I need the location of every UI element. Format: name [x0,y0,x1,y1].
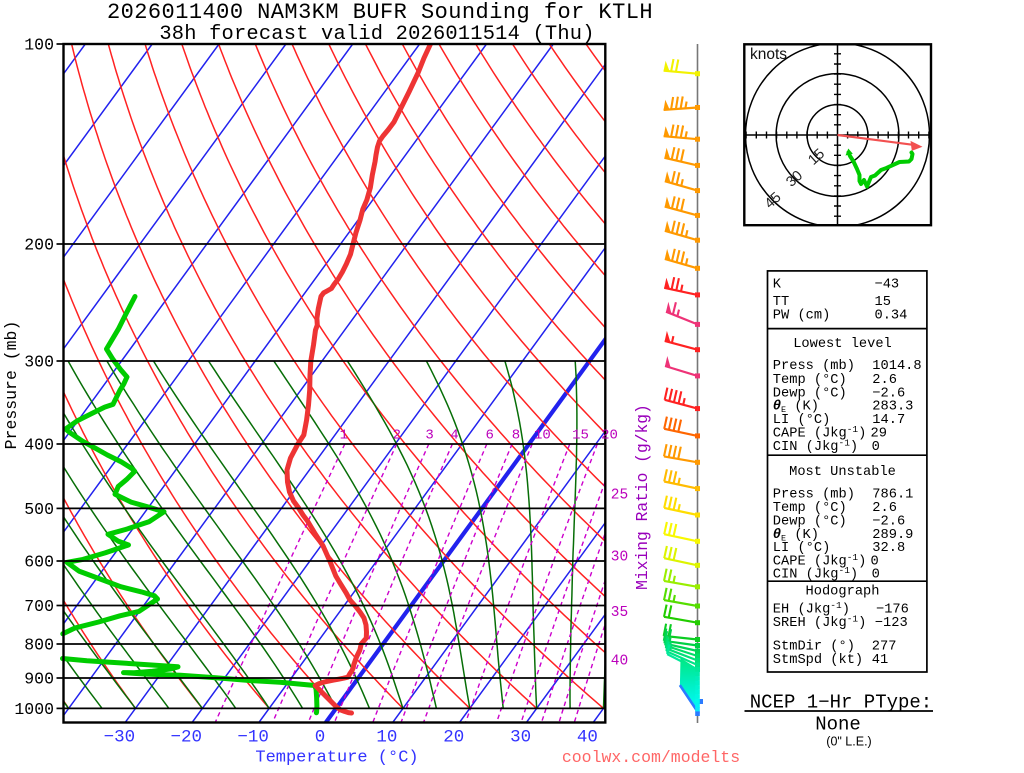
svg-text:300: 300 [24,353,54,372]
svg-text:35: 35 [611,605,628,621]
svg-text:Press (mb): Press (mb) [773,488,855,503]
svg-text:40: 40 [577,728,598,748]
svg-text:Lowest level: Lowest level [793,337,892,352]
svg-text:277: 277 [872,640,897,655]
svg-text:K: K [773,278,782,293]
svg-text:PW (cm): PW (cm) [773,308,831,323]
svg-text:25: 25 [611,488,628,504]
svg-text:0: 0 [872,568,880,583]
svg-text:0: 0 [871,555,879,570]
svg-text:knots: knots [750,46,787,63]
svg-text:Mixing Ratio (g/kg): Mixing Ratio (g/kg) [633,404,652,590]
svg-text:TT: TT [773,295,789,310]
svg-text:−176: −176 [876,603,909,618]
svg-text:6: 6 [485,428,493,444]
svg-text:38h forecast valid 2026011514: 38h forecast valid 2026011514 (Thu) [159,23,594,46]
svg-text:StmDir (°): StmDir (°) [773,640,855,655]
svg-text:700: 700 [24,597,54,616]
svg-text:θE (K): θE (K) [773,528,819,544]
svg-text:Temp (°C): Temp (°C) [773,373,847,388]
svg-text:None: None [815,714,861,736]
svg-text:41: 41 [872,653,888,668]
svg-text:−123: −123 [875,616,908,631]
svg-text:100: 100 [24,36,54,55]
svg-text:30: 30 [510,728,531,748]
svg-text:coolwx.com/modelts: coolwx.com/modelts [562,748,740,767]
svg-text:8: 8 [512,428,520,444]
svg-text:Dewp (°C): Dewp (°C) [773,386,847,401]
svg-text:−43: −43 [875,278,900,293]
svg-text:−2.6: −2.6 [872,514,905,529]
svg-text:Pressure (mb): Pressure (mb) [2,321,21,450]
svg-text:2.6: 2.6 [872,501,897,516]
svg-text:LI (°C): LI (°C) [773,541,831,556]
svg-text:30: 30 [611,550,628,566]
svg-text:SREH (Jkg-1): SREH (Jkg-1) [773,614,867,632]
svg-text:14.7: 14.7 [872,413,905,428]
svg-text:32.8: 32.8 [872,541,905,556]
svg-text:283.3: 283.3 [872,400,913,415]
svg-text:4: 4 [450,428,458,444]
svg-text:Temperature (°C): Temperature (°C) [255,749,418,768]
svg-text:CAPE (Jkg-1): CAPE (Jkg-1) [773,552,867,570]
svg-text:900: 900 [24,670,54,689]
svg-text:θE (K): θE (K) [773,400,819,416]
svg-text:CAPE (Jkg-1): CAPE (Jkg-1) [773,424,867,442]
svg-text:Dewp (°C): Dewp (°C) [773,514,847,529]
svg-text:800: 800 [24,636,54,655]
svg-text:20: 20 [601,428,618,444]
svg-text:−10: −10 [237,728,269,748]
svg-text:15: 15 [572,428,589,444]
svg-text:29: 29 [871,427,887,442]
svg-text:289.9: 289.9 [872,528,913,543]
svg-text:Temp (°C): Temp (°C) [773,501,847,516]
svg-text:0: 0 [872,440,880,455]
svg-text:StmSpd (kt): StmSpd (kt) [773,653,863,668]
svg-text:10: 10 [534,428,551,444]
svg-text:Hodograph: Hodograph [806,585,880,600]
svg-text:LI (°C): LI (°C) [773,413,831,428]
svg-text:786.1: 786.1 [872,488,913,503]
svg-text:200: 200 [24,236,54,255]
svg-text:NCEP 1−Hr PType:: NCEP 1−Hr PType: [750,692,932,714]
svg-text:CIN (Jkg-1): CIN (Jkg-1) [773,437,858,455]
svg-text:1: 1 [340,428,348,444]
svg-text:3: 3 [425,428,433,444]
svg-text:20: 20 [443,728,464,748]
svg-text:2026011400 NAM3KM BUFR Soundin: 2026011400 NAM3KM BUFR Sounding for KTLH [107,0,653,25]
svg-text:Press (mb): Press (mb) [773,359,855,374]
svg-text:2.6: 2.6 [872,373,897,388]
svg-text:40: 40 [611,654,628,670]
svg-text:1014.8: 1014.8 [872,359,921,374]
svg-text:0.34: 0.34 [875,308,908,323]
svg-text:(0" L.E.): (0" L.E.) [826,735,871,749]
svg-text:−2.6: −2.6 [872,386,905,401]
svg-text:500: 500 [24,500,54,519]
svg-text:Most Unstable: Most Unstable [789,465,896,480]
svg-text:−30: −30 [104,728,136,748]
svg-text:2: 2 [393,428,401,444]
svg-text:−20: −20 [171,728,203,748]
svg-text:1000: 1000 [14,700,54,719]
svg-text:0: 0 [315,728,326,748]
svg-text:CIN (Jkg-1): CIN (Jkg-1) [773,565,858,583]
svg-text:10: 10 [376,728,397,748]
svg-text:15: 15 [875,295,891,310]
svg-text:600: 600 [24,553,54,572]
svg-text:400: 400 [24,436,54,455]
